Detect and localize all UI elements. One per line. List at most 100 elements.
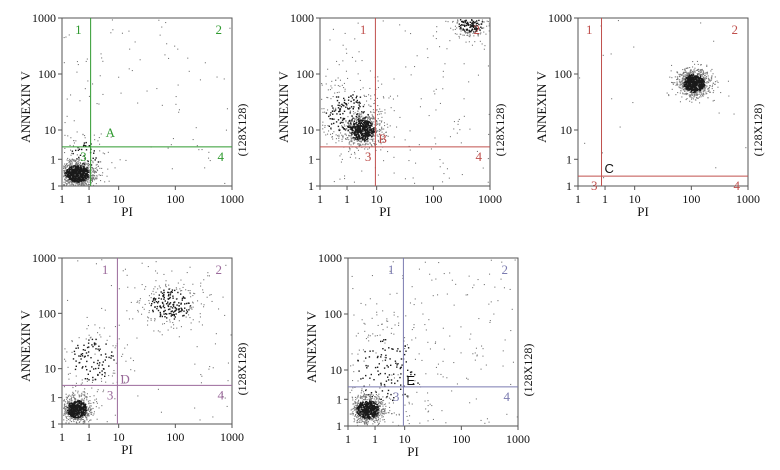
data-point <box>89 406 91 408</box>
data-point <box>338 137 340 139</box>
data-point <box>703 87 705 89</box>
data-point <box>378 393 380 395</box>
data-point <box>362 136 365 138</box>
data-point <box>474 21 477 23</box>
data-point <box>359 96 362 98</box>
data-point <box>481 19 483 21</box>
data-point <box>678 79 680 81</box>
data-point <box>110 285 112 287</box>
data-point <box>375 121 377 123</box>
data-point <box>129 48 131 50</box>
data-point <box>209 294 211 296</box>
data-point <box>462 20 464 23</box>
data-point <box>74 169 76 171</box>
data-point <box>703 91 705 93</box>
data-point <box>332 28 334 30</box>
data-point <box>371 123 373 125</box>
data-point <box>76 180 78 182</box>
data-point <box>100 133 102 135</box>
data-point <box>349 110 351 112</box>
data-point <box>93 368 95 370</box>
data-point <box>459 19 462 21</box>
data-point <box>63 184 65 186</box>
data-point <box>456 22 458 24</box>
data-point <box>352 143 354 145</box>
data-point <box>379 418 381 420</box>
data-point <box>88 175 90 177</box>
data-point <box>340 132 342 134</box>
data-point <box>354 408 356 410</box>
data-point <box>86 393 88 395</box>
data-point <box>692 94 694 96</box>
data-point <box>65 178 67 180</box>
y-tick-label: 100 <box>554 67 572 81</box>
data-point <box>376 109 378 111</box>
data-point <box>65 422 67 424</box>
data-point <box>93 361 95 364</box>
data-point <box>87 170 89 173</box>
data-point <box>66 406 68 408</box>
data-point <box>371 412 373 415</box>
data-point <box>335 79 337 81</box>
data-point <box>77 400 79 403</box>
data-point <box>733 113 735 115</box>
data-point <box>78 170 80 173</box>
data-point <box>371 410 373 412</box>
data-point <box>699 74 701 76</box>
data-point <box>365 142 367 144</box>
data-point <box>689 81 691 84</box>
data-point <box>80 170 83 173</box>
data-point <box>169 294 172 296</box>
data-point <box>376 120 378 122</box>
data-point <box>488 25 490 27</box>
data-point <box>360 405 362 407</box>
data-point <box>87 342 90 344</box>
data-point <box>369 124 371 127</box>
data-point <box>90 413 92 415</box>
data-point <box>357 115 359 117</box>
data-point <box>460 30 462 32</box>
data-point <box>671 88 673 90</box>
data-point <box>85 410 87 412</box>
data-point <box>380 138 382 140</box>
data-point <box>82 165 84 167</box>
data-point <box>83 394 85 396</box>
data-point <box>385 131 387 133</box>
data-point <box>348 135 350 137</box>
data-point <box>384 109 386 111</box>
data-point <box>147 316 149 318</box>
data-point <box>366 403 369 406</box>
x-tick-label: 1000 <box>736 192 760 206</box>
data-point <box>91 179 93 181</box>
data-point <box>391 413 393 415</box>
data-point <box>189 307 191 309</box>
data-point <box>99 334 101 336</box>
data-point <box>356 140 358 142</box>
data-point <box>371 397 373 399</box>
data-point <box>325 83 327 85</box>
data-point <box>366 136 368 138</box>
data-point <box>371 417 373 419</box>
data-point <box>74 399 76 401</box>
data-point <box>179 310 181 313</box>
data-point <box>175 298 178 300</box>
data-point <box>97 389 99 391</box>
data-point <box>467 22 469 24</box>
data-point <box>181 309 183 311</box>
data-point <box>141 313 143 315</box>
data-point <box>80 184 82 186</box>
data-point <box>165 286 167 288</box>
data-point <box>683 73 685 75</box>
data-point <box>88 145 90 147</box>
data-point <box>80 176 83 178</box>
data-point <box>85 179 87 181</box>
data-point <box>351 97 354 99</box>
data-point <box>108 365 110 367</box>
data-point <box>683 78 685 80</box>
x-tick-label: 100 <box>424 192 442 206</box>
data-point <box>75 415 77 417</box>
data-point <box>183 310 185 312</box>
data-point <box>478 23 480 26</box>
data-point <box>364 395 366 397</box>
data-point <box>145 286 147 288</box>
